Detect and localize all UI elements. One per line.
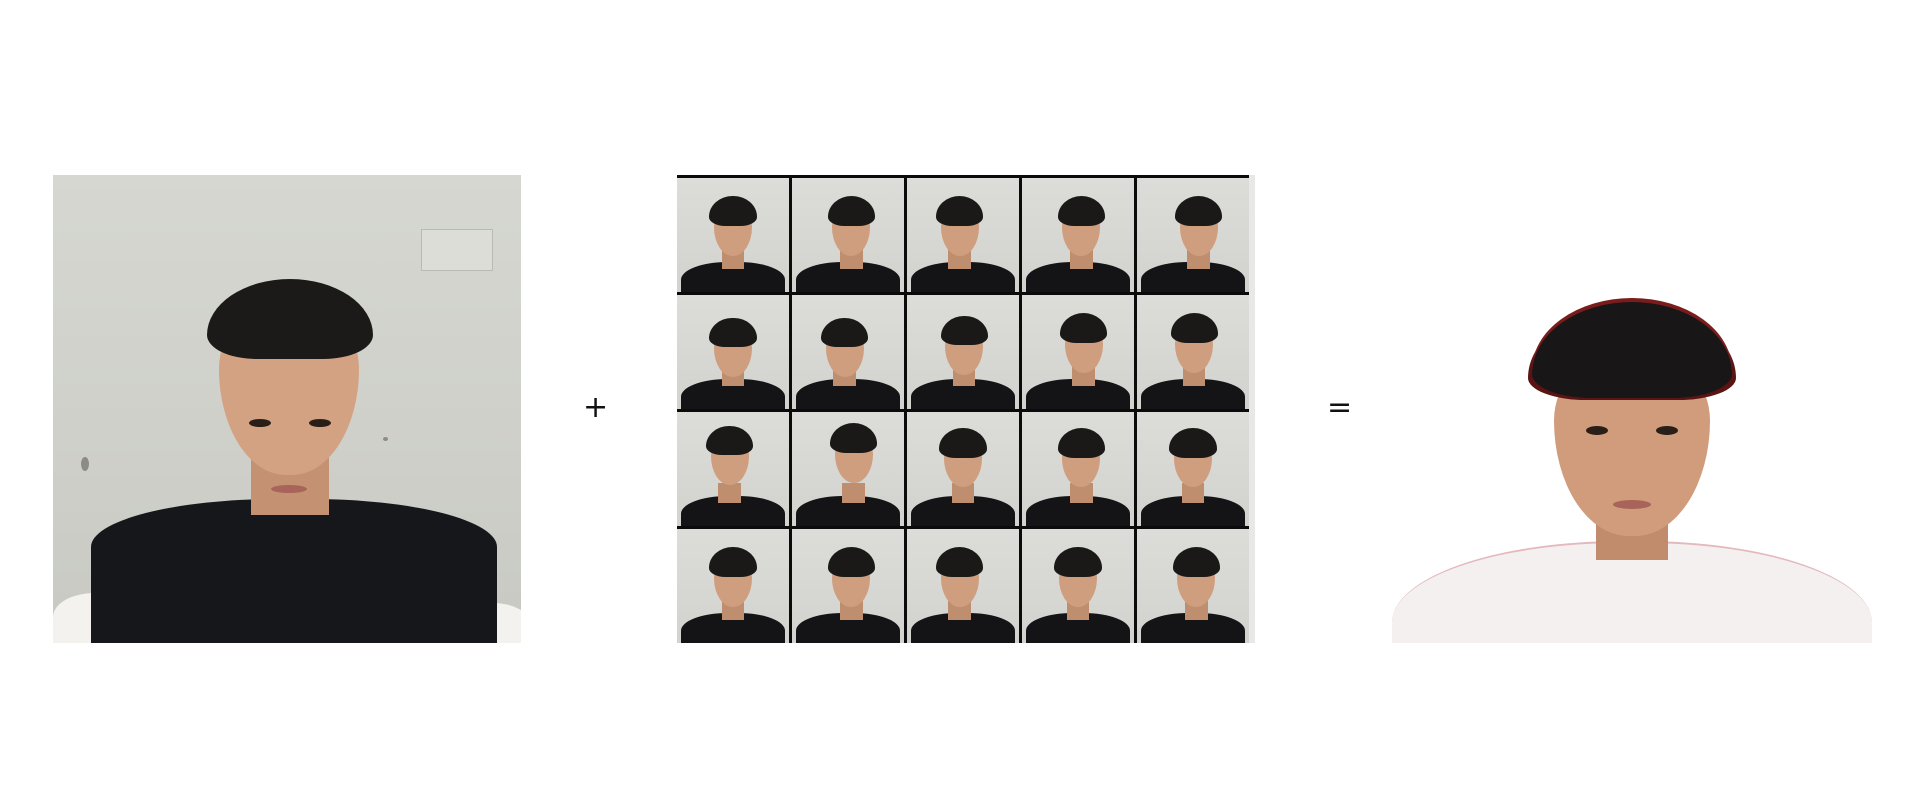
pose-neck	[842, 482, 865, 504]
avatar-hair	[1532, 302, 1732, 398]
pose-hair	[821, 317, 869, 348]
pose-hair	[706, 425, 754, 456]
pose-neck	[1070, 482, 1093, 504]
pose-hair	[1057, 427, 1105, 458]
pose-hair	[1175, 196, 1223, 226]
pose-neck	[1181, 482, 1205, 504]
pose-grid	[677, 175, 1255, 643]
pose-cell	[677, 529, 789, 643]
pose-cell	[907, 178, 1019, 292]
pose-hair	[1169, 427, 1217, 458]
pose-cell	[1137, 412, 1249, 526]
pose-neck	[718, 482, 741, 504]
pose-cell	[1137, 178, 1249, 292]
pose-hair	[1057, 196, 1105, 226]
wall-mark	[383, 437, 388, 441]
pose-hair	[709, 196, 757, 226]
pose-cell	[792, 295, 904, 409]
equals-operator: =	[1327, 390, 1353, 425]
pose-neck	[951, 482, 975, 504]
pose-cell	[677, 295, 789, 409]
pose-hair	[936, 547, 984, 577]
output-avatar	[1392, 290, 1872, 643]
avatar-mouth	[1613, 500, 1651, 509]
person-figure	[53, 175, 521, 643]
pose-cell	[792, 412, 904, 526]
grid-edge	[1249, 175, 1255, 643]
pose-hair	[1060, 313, 1108, 343]
pose-hair	[1054, 547, 1102, 577]
pose-hair	[1170, 313, 1218, 343]
plus-operator: +	[583, 390, 609, 425]
avatar-eye	[1586, 426, 1608, 435]
pose-hair	[709, 317, 757, 348]
avatar-eye	[1656, 426, 1678, 435]
pose-cell	[1137, 295, 1249, 409]
pose-hair	[709, 547, 757, 577]
pose-cell	[907, 412, 1019, 526]
pose-hair	[1172, 547, 1220, 577]
pose-cell	[1137, 529, 1249, 643]
pose-cell	[677, 178, 789, 292]
pose-cell	[1022, 412, 1134, 526]
pose-hair	[940, 315, 988, 346]
pose-hair	[939, 427, 987, 458]
pose-cell	[1022, 529, 1134, 643]
pose-cell	[907, 295, 1019, 409]
wall-mark	[81, 457, 89, 471]
pose-cell	[792, 178, 904, 292]
pose-cell	[677, 412, 789, 526]
wall-plate	[421, 229, 493, 271]
pose-hair	[936, 196, 984, 226]
pose-cell	[1022, 178, 1134, 292]
pose-hair	[827, 547, 875, 577]
pose-hair	[827, 196, 875, 226]
pose-cell	[907, 529, 1019, 643]
input-photo	[53, 175, 521, 643]
pose-cell	[792, 529, 904, 643]
pose-hair	[830, 423, 878, 454]
pose-cell	[1022, 295, 1134, 409]
